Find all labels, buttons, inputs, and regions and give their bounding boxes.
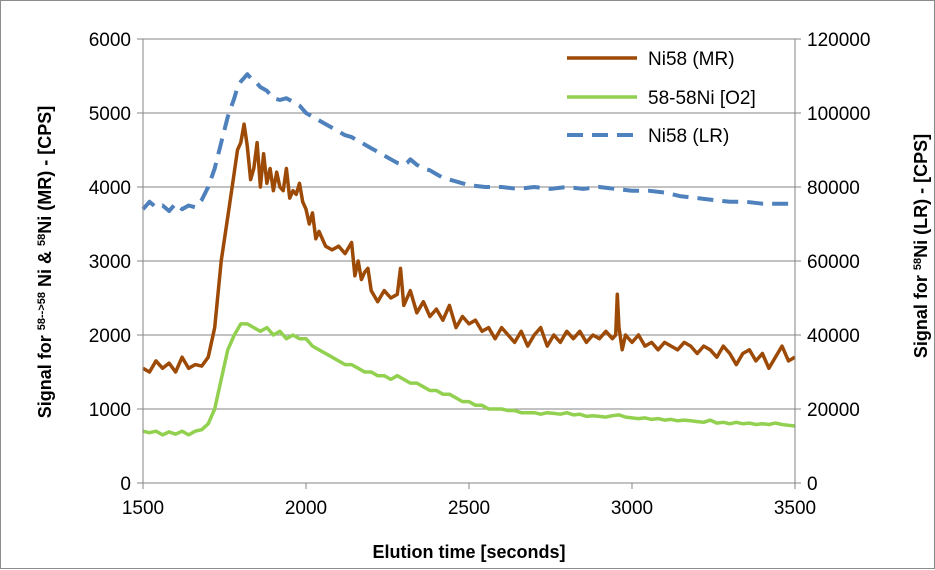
series-line-ni58-lr: [141, 72, 795, 213]
tick-labels: 0 0 1000 20000 2000 40000 3000 60000 4000 80000 50…: [89, 30, 871, 519]
y-tick-label-left: 6000: [89, 30, 131, 51]
y-tick-label-right: 80000: [807, 178, 860, 199]
y-tick-label-right: 40000: [807, 326, 860, 347]
x-axis-title: Elution time [seconds]: [372, 542, 565, 562]
y-tick-label-right: 0: [807, 474, 818, 495]
y-tick-label-right: 20000: [807, 400, 860, 421]
legend-label-ni58-mr: Ni58 (MR): [648, 49, 735, 70]
gridlines: [143, 38, 795, 484]
y-tick-label-left: 3000: [89, 252, 131, 273]
x-tick-label: 1500: [122, 498, 164, 519]
y-left-title-superscript-2: 58: [36, 234, 48, 246]
y-left-title-part-3: Ni (MR) - [CPS]: [35, 106, 55, 234]
y-tick-label-left: 1000: [89, 400, 131, 421]
y-right-title-part-2: Ni (LR) - [CPS]: [911, 134, 931, 258]
y-tick-label-left: 2000: [89, 326, 131, 347]
x-tick-label: 2000: [285, 498, 327, 519]
y-axis-title-right: Signal for 58Ni (LR) - [CPS]: [911, 134, 931, 358]
series-line-58-58ni-o2: [142, 322, 796, 437]
y-tick-label-left: 0: [120, 474, 131, 495]
series-layer: [141, 72, 796, 437]
x-tick-label: 3000: [611, 498, 653, 519]
y-tick-label-right: 120000: [807, 30, 870, 51]
y-tick-label-right: 60000: [807, 252, 860, 273]
y-tick-label-right: 100000: [807, 104, 870, 125]
y-left-title-part-1: Signal for: [35, 330, 55, 418]
x-tick-label: 2500: [448, 498, 490, 519]
y-tick-label-left: 4000: [89, 178, 131, 199]
y-tick-label-left: 5000: [89, 104, 131, 125]
y-axis-title-left: Signal for 58-->58 Ni & 58Ni (MR) - [CPS…: [35, 106, 55, 419]
y-left-title-part-2: Ni &: [35, 246, 55, 292]
legend: Ni58 (MR) 58-58Ni [O2] Ni58 (LR): [567, 49, 756, 147]
y-left-title-superscript-1: 58-->58: [36, 292, 48, 330]
y-right-title-part-1: Signal for: [911, 270, 931, 358]
axes: [137, 38, 801, 489]
y-right-title-superscript: 58: [912, 258, 924, 270]
legend-label-58-58ni-o2: 58-58Ni [O2]: [648, 88, 756, 109]
legend-label-ni58-lr: Ni58 (LR): [648, 126, 729, 147]
x-tick-label: 3500: [774, 498, 816, 519]
series-line-ni58-mr: [142, 122, 796, 374]
